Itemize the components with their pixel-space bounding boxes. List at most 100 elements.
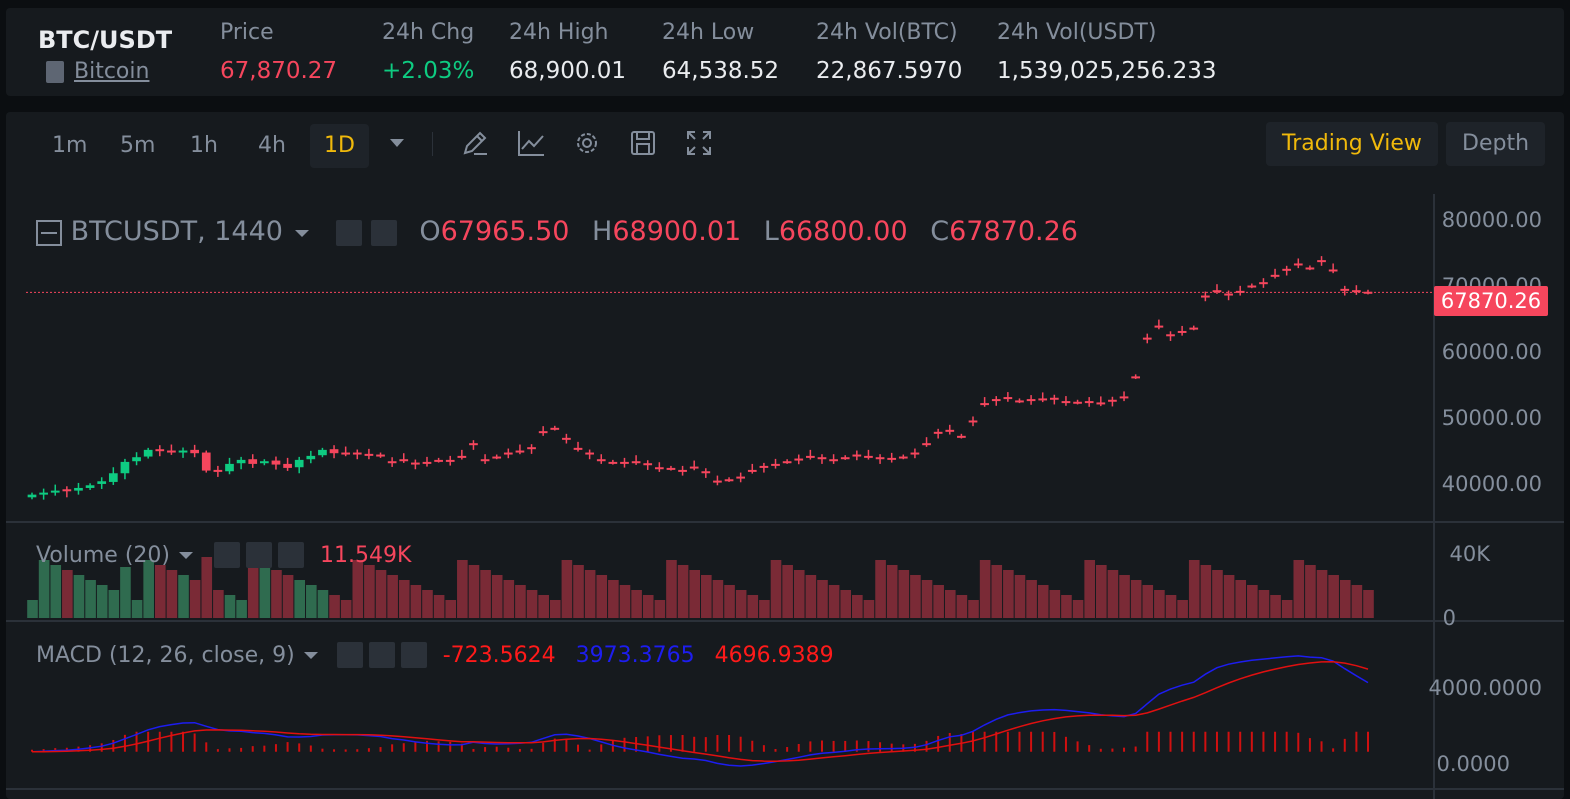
volume-bar: [236, 600, 247, 618]
volume-bar: [933, 585, 944, 618]
volume-bar: [1212, 570, 1223, 618]
candle-body: [225, 463, 234, 472]
volume-title[interactable]: Volume (20): [36, 542, 170, 568]
volume-bar: [433, 595, 445, 618]
candle-body: [515, 450, 525, 453]
chevron-down-icon[interactable]: [301, 645, 321, 665]
candle-body: [1049, 397, 1059, 400]
trading-view-button[interactable]: Trading View: [1266, 122, 1438, 166]
candle-body: [1340, 288, 1350, 291]
candle-body: [399, 459, 409, 462]
candle-body: [329, 449, 339, 454]
volume-bar: [282, 575, 294, 618]
gear-icon[interactable]: [370, 219, 397, 246]
coin-name[interactable]: Bitcoin: [74, 59, 150, 84]
close-value: 67870.26: [949, 216, 1078, 247]
close-icon[interactable]: [400, 642, 427, 668]
coin-info-link[interactable]: Bitcoin: [46, 59, 149, 84]
stat-label: 24h Chg: [382, 20, 475, 45]
timeframe-5m[interactable]: 5m: [120, 133, 156, 158]
candle-body: [817, 457, 827, 460]
candle-body: [759, 465, 769, 468]
volume-bar: [50, 565, 62, 618]
series-title[interactable]: BTCUSDT, 1440: [70, 216, 283, 247]
volume-bar: [689, 570, 700, 618]
candle-body: [167, 450, 176, 453]
volume-bar: [921, 580, 933, 618]
candle-body: [306, 455, 316, 460]
candle-body: [654, 467, 664, 470]
pencil-icon[interactable]: [460, 128, 490, 158]
volume-bar: [398, 580, 410, 618]
timeframe-1h[interactable]: 1h: [190, 133, 218, 158]
chevron-down-icon[interactable]: [292, 223, 312, 243]
fullscreen-icon[interactable]: [684, 128, 714, 158]
volume-bar: [770, 560, 782, 618]
low-value: 66800.00: [778, 216, 908, 247]
volume-bar: [73, 575, 85, 618]
gear-icon[interactable]: [572, 128, 602, 158]
candle-body: [178, 450, 188, 453]
volume-bar: [526, 590, 538, 618]
timeframe-1d[interactable]: 1D: [310, 124, 369, 168]
volume-bar: [735, 590, 747, 618]
candle-body: [910, 452, 920, 455]
eye-icon[interactable]: [336, 219, 363, 246]
volume-bar: [515, 585, 526, 618]
candle-body: [550, 427, 560, 430]
candle-body: [1212, 290, 1222, 293]
candle-body: [387, 461, 397, 464]
volume-bar: [991, 565, 1003, 618]
volume-bar: [1328, 575, 1339, 618]
chart-canvas[interactable]: [6, 112, 1564, 799]
volume-bar: [259, 565, 271, 618]
high-label: H: [592, 216, 613, 247]
volume-bar: [166, 570, 178, 618]
candle-body: [1003, 397, 1013, 400]
candle-body: [294, 459, 304, 468]
candle-body: [1317, 260, 1326, 263]
eye-icon[interactable]: [336, 642, 363, 668]
candle-body: [480, 459, 490, 462]
stat-value: 64,538.52: [662, 58, 780, 84]
gear-icon[interactable]: [245, 542, 272, 568]
macd-signal-value: 4696.9389: [714, 642, 834, 668]
volume-bar: [793, 570, 805, 618]
stat-label: Price: [220, 20, 274, 45]
candle-body: [968, 420, 978, 423]
volume-bar: [573, 565, 584, 618]
candle-body: [608, 461, 618, 464]
timeframe-4h[interactable]: 4h: [258, 133, 286, 158]
candle-body: [957, 435, 966, 438]
depth-button[interactable]: Depth: [1446, 122, 1546, 166]
volume-bar: [805, 575, 817, 618]
volume-bar: [480, 570, 491, 618]
stat-label: 24h Vol(USDT): [997, 20, 1157, 45]
candle-body: [1166, 334, 1175, 337]
volume-bar: [131, 600, 143, 618]
volume-bar: [561, 560, 573, 618]
line-chart-icon[interactable]: [516, 128, 546, 158]
volume-bar: [306, 585, 317, 618]
stat-value: 68,900.01: [509, 58, 627, 84]
save-icon[interactable]: [628, 128, 658, 158]
volume-bar: [317, 590, 329, 618]
volume-bar: [1095, 565, 1107, 618]
candle-body: [840, 457, 850, 460]
chart-toolbar: 1m 5m 1h 4h 1D Trading View Depth: [6, 112, 1564, 178]
macd-title[interactable]: MACD (12, 26, close, 9): [36, 642, 295, 668]
chevron-down-icon[interactable]: [176, 545, 196, 565]
volume-bar: [271, 570, 282, 618]
timeframe-1m[interactable]: 1m: [52, 133, 88, 158]
close-icon[interactable]: [277, 542, 304, 568]
chart-panel: 1m 5m 1h 4h 1D Trading View Depth BTCUSD…: [6, 112, 1564, 799]
gear-icon[interactable]: [368, 642, 395, 668]
volume-bar: [1270, 595, 1281, 618]
eye-icon[interactable]: [213, 542, 240, 568]
volume-bar: [1049, 590, 1061, 618]
collapse-icon[interactable]: [36, 219, 62, 246]
volume-bar: [642, 595, 654, 618]
volume-bar: [1003, 570, 1014, 618]
candle-body: [1247, 285, 1257, 288]
chevron-down-icon[interactable]: [382, 128, 412, 158]
